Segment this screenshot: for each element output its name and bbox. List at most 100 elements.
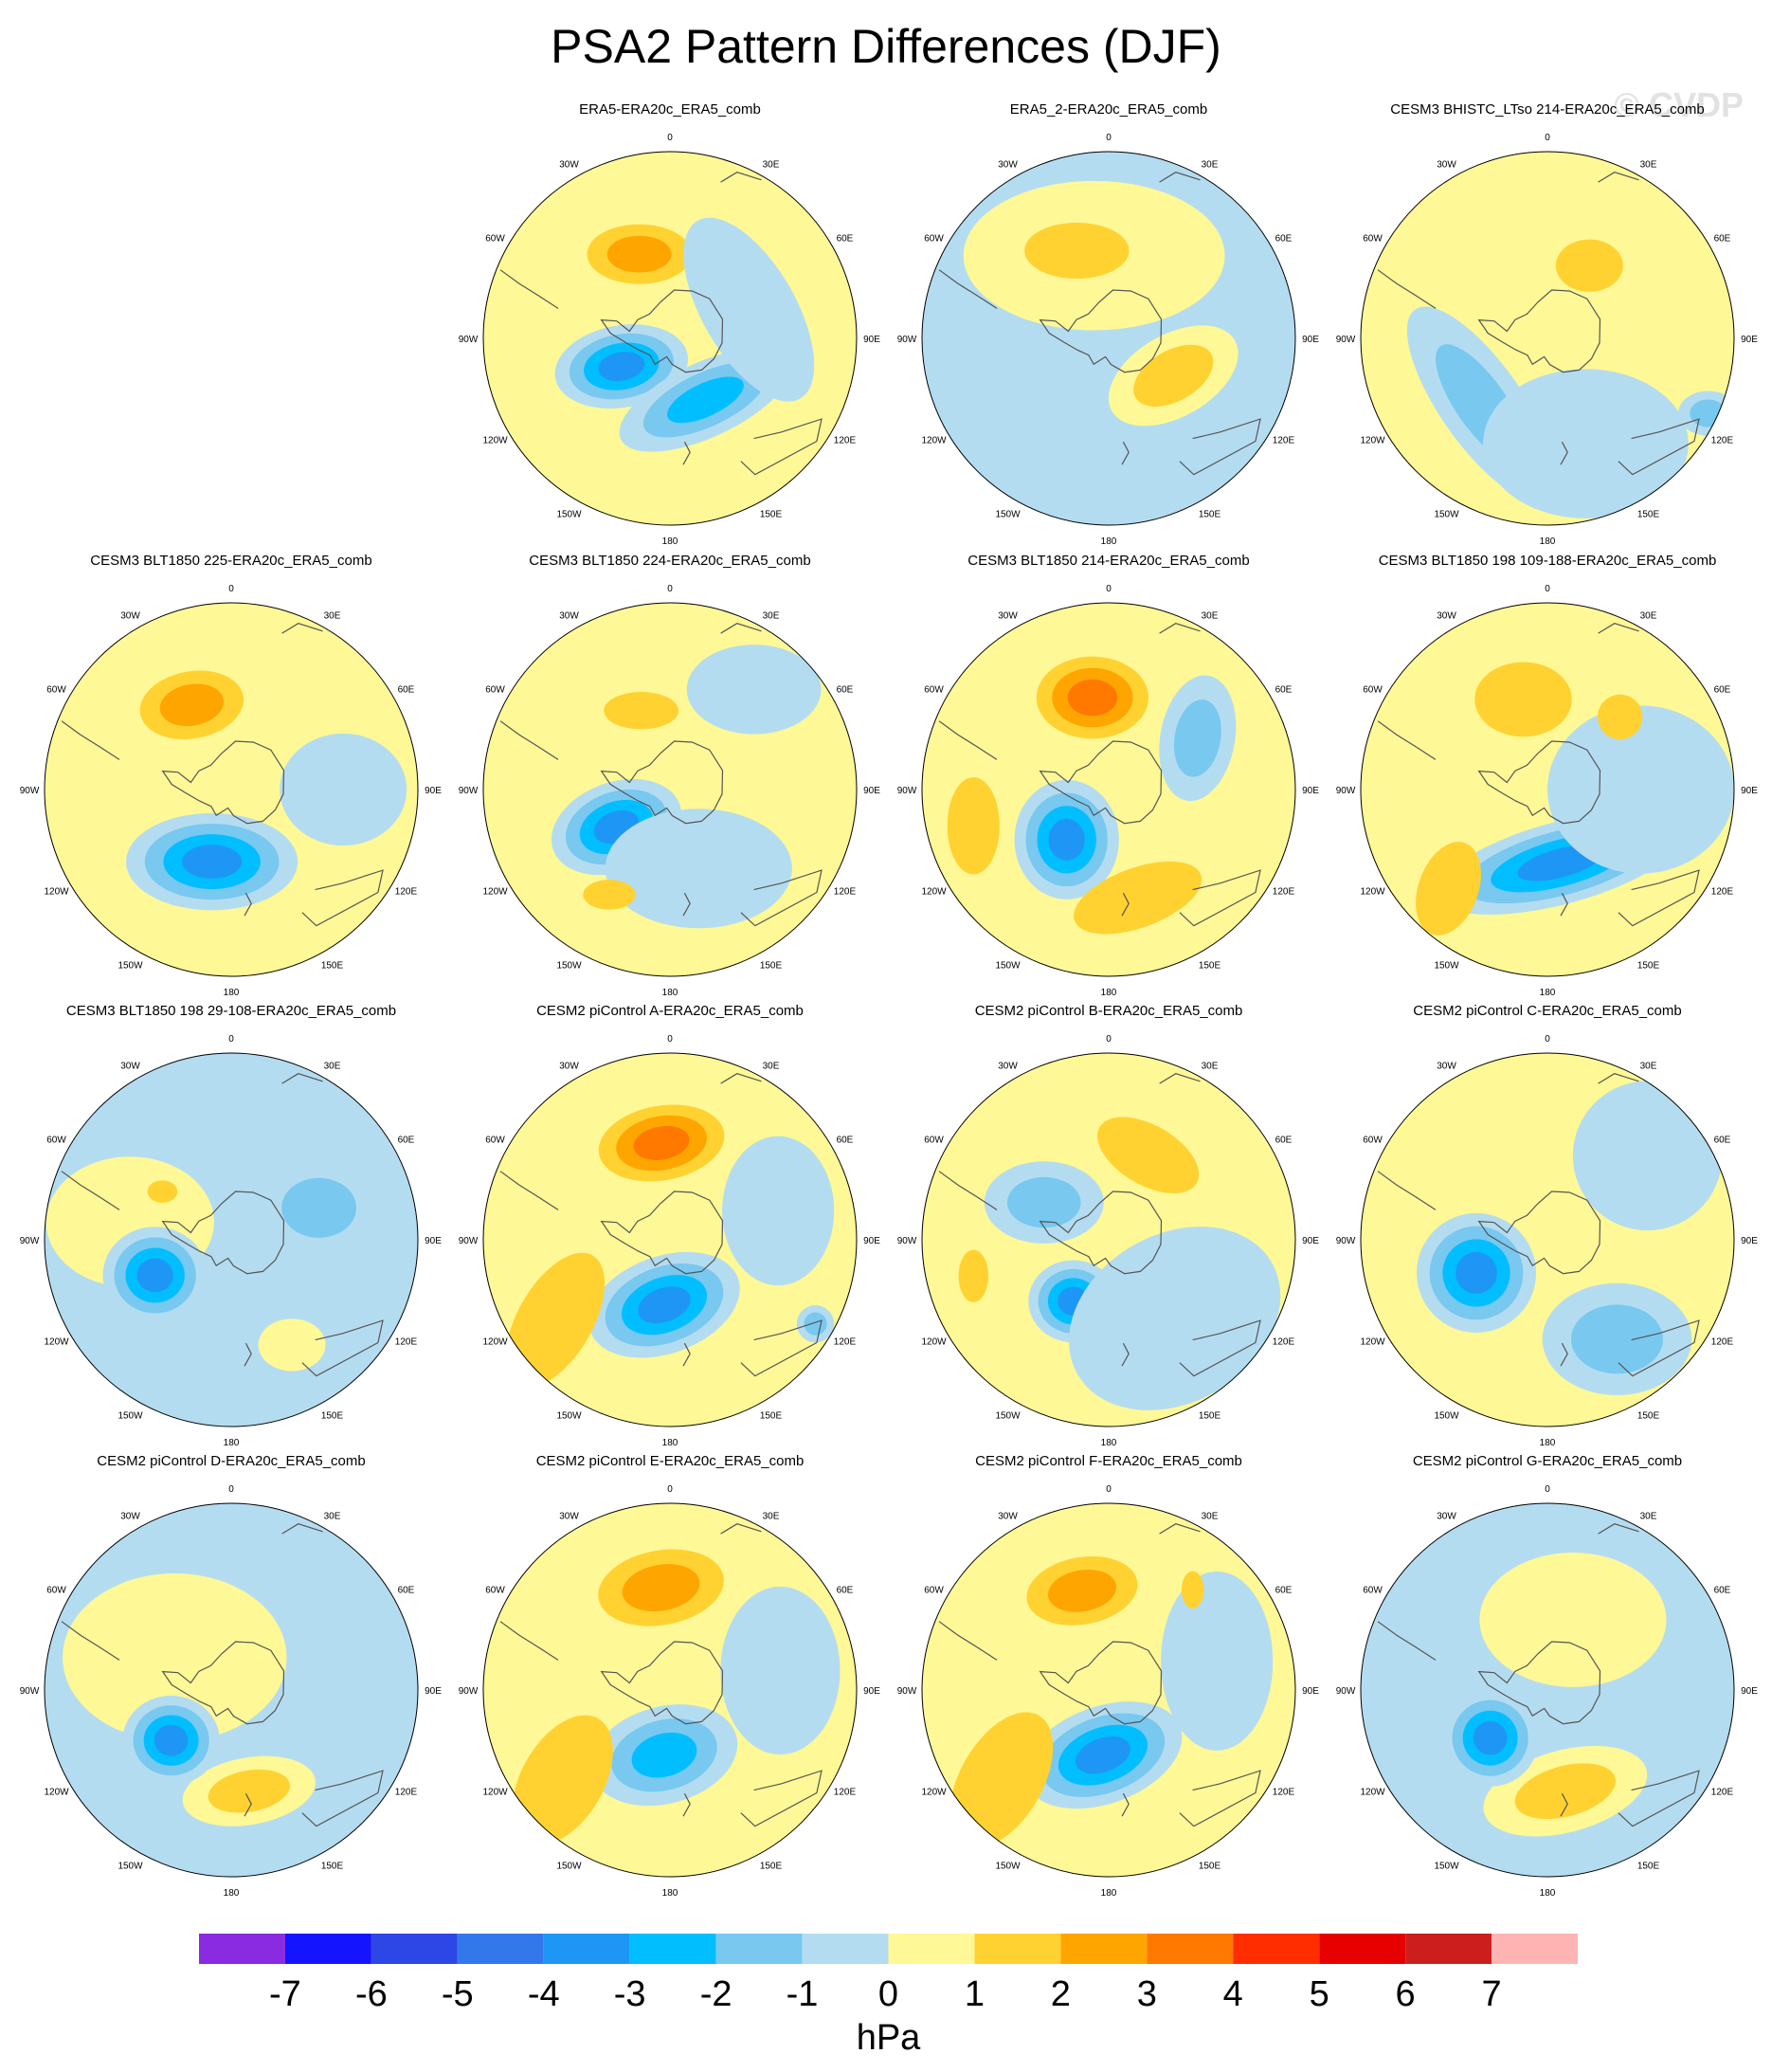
panel-title: CESM3 BLT1850 198 109-188-ERA20c_ERA5_co… (1379, 553, 1717, 569)
map-panel: CESM2 piControl F-ERA20c_ERA5_comb 0 30E 60… (897, 1453, 1320, 1899)
map-boundary (1360, 1052, 1735, 1427)
coastline (161, 1641, 285, 1725)
longitude-label: 150E (760, 1861, 783, 1871)
longitude-label: 120E (1711, 1337, 1734, 1348)
coastline (1618, 869, 1700, 927)
coastline (1159, 623, 1201, 634)
colorbar-swatch (974, 1934, 1061, 1964)
longitude-label: 30W (559, 1512, 579, 1522)
panel-title: CESM3 BLT1850 224-ERA20c_ERA5_comb (529, 553, 810, 569)
panel-title: CESM3 BLT1850 214-ERA20c_ERA5_comb (967, 553, 1249, 569)
longitude-label: 0 (1545, 1484, 1550, 1495)
colorbar-swatch (629, 1934, 716, 1964)
anomaly-contour (604, 691, 679, 730)
page-title: PSA2 Pattern Differences (DJF) (551, 20, 1221, 73)
anomaly-contour (1547, 705, 1734, 874)
anomaly-contour (1018, 341, 1071, 409)
anomaly-contour (147, 1180, 178, 1203)
anomaly-contour (606, 235, 672, 273)
longitude-label: 0 (1545, 584, 1550, 594)
longitude-label: 0 (228, 1484, 234, 1495)
coastline (740, 1319, 823, 1377)
longitude-label: 150E (321, 1861, 344, 1871)
coastline (61, 1171, 120, 1210)
anomaly-contour (1456, 1252, 1497, 1294)
longitude-label: 30W (120, 1512, 140, 1522)
longitude-label: 90W (1336, 1686, 1356, 1697)
coastline (61, 720, 120, 760)
anomaly-contour (512, 1715, 613, 1845)
map-boundary (921, 1052, 1296, 1427)
longitude-label: 150E (1637, 1410, 1660, 1421)
map-panel: CESM2 piControl A-ERA20c_ERA5_comb 0 30E 60… (459, 1003, 881, 1448)
colorbar-swatch (284, 1934, 371, 1964)
longitude-label: 120W (1360, 1788, 1385, 1798)
coastline (720, 623, 762, 634)
colorbar-tick-label: -4 (528, 1974, 560, 2014)
map-panel: CESM3 BLT1850 224-ERA20c_ERA5_comb 0 30E 60… (459, 553, 881, 998)
panel-title: ERA5_2-ERA20c_ERA5_comb (1010, 101, 1207, 118)
coastline (1560, 1342, 1568, 1367)
panel-title: ERA5-ERA20c_ERA5_comb (579, 101, 761, 118)
panel-title: CESM2 piControl B-ERA20c_ERA5_comb (975, 1003, 1243, 1019)
coastline (1560, 1792, 1568, 1817)
longitude-label: 150E (1199, 1861, 1221, 1871)
longitude-label: 60E (1714, 1586, 1731, 1596)
map-boundary (482, 602, 858, 977)
colorbar-swatch (1147, 1934, 1234, 1964)
longitude-label: 60E (1275, 1586, 1293, 1596)
anomaly-contour (605, 809, 792, 929)
map-panel: CESM2 piControl D-ERA20c_ERA5_comb 0 30E 60… (20, 1453, 443, 1899)
colorbar-tick-label: 6 (1396, 1974, 1416, 2014)
longitude-label: 30W (559, 160, 579, 171)
longitude-label: 90W (897, 1236, 917, 1246)
anomaly-contour (1076, 1736, 1130, 1774)
coastline (244, 1342, 252, 1367)
longitude-label: 150W (995, 1410, 1021, 1421)
colorbar-tick-label: 0 (878, 1974, 898, 2014)
coastline (938, 720, 998, 760)
longitude-label: 30E (1202, 611, 1219, 622)
anomaly-contour (1597, 694, 1643, 740)
longitude-label: 90E (425, 786, 442, 796)
longitude-label: 90E (1741, 1236, 1758, 1246)
longitude-label: 60W (485, 234, 505, 245)
coastline (938, 1621, 998, 1661)
longitude-label: 60E (837, 685, 854, 696)
anomaly-contour (208, 1769, 290, 1813)
longitude-label: 120W (1360, 1337, 1385, 1348)
longitude-label: 180 (1101, 1438, 1117, 1448)
coastline (1039, 1190, 1163, 1275)
longitude-label: 30W (998, 160, 1018, 171)
longitude-label: 150W (556, 960, 582, 971)
coastline (720, 1073, 762, 1084)
longitude-label: 120W (1360, 436, 1385, 446)
coastline (1377, 1171, 1437, 1210)
anomaly-contour (1047, 1569, 1116, 1612)
colorbar-units: hPa (857, 2018, 921, 2058)
coastline (682, 892, 691, 917)
colorbar-swatch (1492, 1934, 1578, 1964)
longitude-label: 60W (485, 685, 505, 696)
longitude-label: 120W (921, 436, 947, 446)
longitude-label: 0 (228, 1034, 234, 1045)
longitude-label: 180 (224, 1438, 240, 1448)
longitude-label: 30W (998, 1512, 1018, 1522)
map-boundary (44, 602, 419, 977)
longitude-label: 180 (1101, 988, 1117, 998)
longitude-label: 60E (837, 234, 854, 245)
longitude-label: 150E (760, 509, 783, 519)
map-panel: CESM2 piControl E-ERA20c_ERA5_comb 0 30E 60… (459, 1453, 881, 1899)
coastline (1039, 289, 1163, 373)
anomaly-contour (686, 645, 822, 735)
longitude-label: 0 (228, 584, 234, 594)
coastline (600, 1641, 724, 1725)
colorbar-tick-label: 2 (1051, 1974, 1071, 2014)
longitude-label: 30W (120, 611, 140, 622)
longitude-label: 60E (398, 1586, 415, 1596)
longitude-label: 150W (995, 1861, 1021, 1871)
longitude-label: 60E (837, 1586, 854, 1596)
longitude-label: 90W (459, 1236, 479, 1246)
longitude-label: 60W (924, 685, 944, 696)
coastline (600, 740, 724, 825)
